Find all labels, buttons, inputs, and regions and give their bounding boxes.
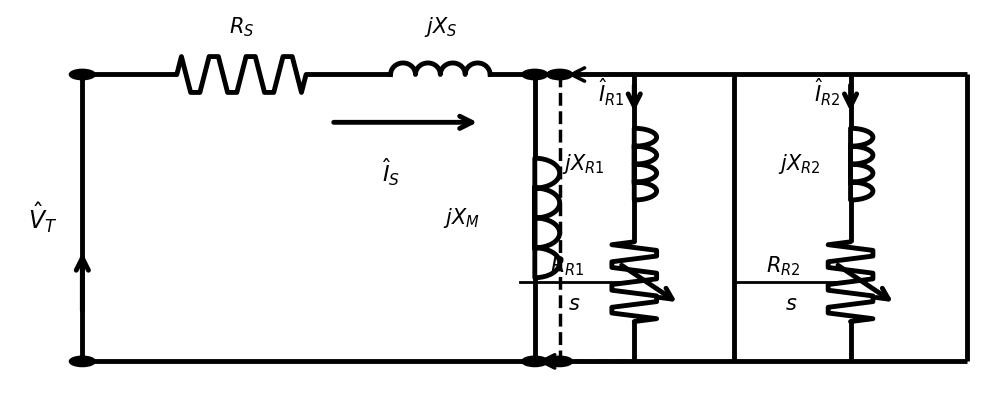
Circle shape — [547, 356, 573, 366]
Text: $\hat{V}_T$: $\hat{V}_T$ — [28, 201, 57, 235]
Text: $R_{R2}$: $R_{R2}$ — [766, 254, 801, 278]
Circle shape — [522, 356, 548, 366]
Text: $R_S$: $R_S$ — [229, 15, 254, 39]
Circle shape — [522, 69, 548, 80]
Text: $\hat{I}_{R2}$: $\hat{I}_{R2}$ — [814, 77, 841, 108]
Text: $s$: $s$ — [568, 294, 581, 314]
Text: $jX_S$: $jX_S$ — [424, 15, 457, 39]
Text: $R_{R1}$: $R_{R1}$ — [550, 254, 585, 278]
Text: $s$: $s$ — [785, 294, 797, 314]
Circle shape — [69, 69, 95, 80]
Circle shape — [547, 69, 573, 80]
Text: $jX_M$: $jX_M$ — [443, 206, 480, 230]
Circle shape — [69, 356, 95, 366]
Text: $jX_{R2}$: $jX_{R2}$ — [778, 152, 821, 176]
Text: $jX_{R1}$: $jX_{R1}$ — [562, 152, 604, 176]
Text: $\hat{I}_{R1}$: $\hat{I}_{R1}$ — [598, 77, 624, 108]
Text: $\hat{I}_S$: $\hat{I}_S$ — [382, 156, 400, 187]
